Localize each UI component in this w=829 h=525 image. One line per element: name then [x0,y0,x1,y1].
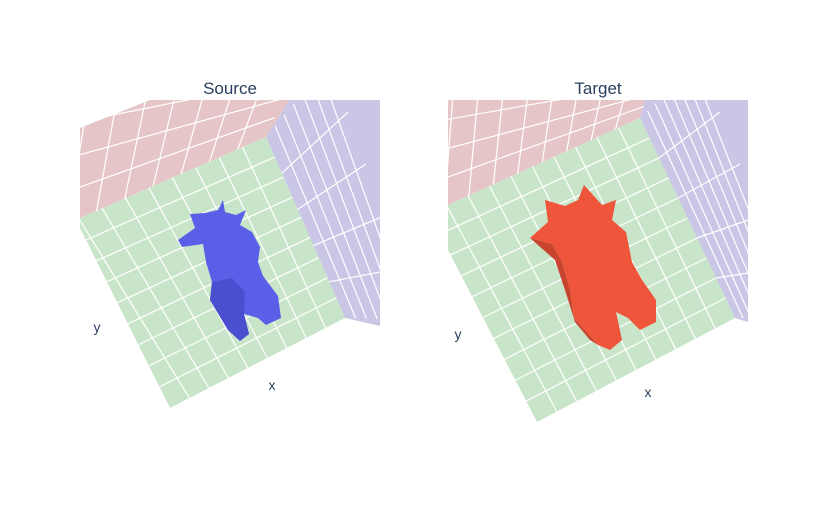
grid-line [715,267,748,279]
scene: Source y x [80,79,380,408]
grid-line [297,163,367,210]
mesh [530,185,656,350]
x-axis-label: x [645,384,652,400]
grid-line [492,100,508,185]
grid-line [684,100,748,320]
grid-line [218,156,307,339]
grid-line [448,100,653,124]
grid-line [156,297,337,389]
grid-line [148,187,249,369]
grid-line [124,197,229,379]
grid-line [614,100,636,130]
grid-line [448,100,457,207]
grid-line [590,100,610,141]
grid-line [302,100,380,320]
grid-line [691,100,748,320]
grid-line [105,216,302,309]
grid-line [541,100,559,163]
grid-line [80,217,190,399]
panel-title: Source [203,79,257,98]
x-axis-label: x [269,377,276,393]
grid-line [80,100,292,128]
grid-line [329,267,380,283]
grid-line [428,72,656,92]
grid-line [274,125,357,319]
panel-title: Target [574,79,622,98]
grid-line [566,100,584,152]
grid-line [311,100,380,320]
grid-line [281,111,349,174]
mesh [178,200,281,341]
grid-line [676,100,748,320]
grid-line [80,156,276,249]
y-axis-label: y [455,326,462,342]
grid-line [313,215,380,247]
grid-line [654,103,748,319]
grid-line [320,100,380,320]
grid-line [468,100,482,196]
grid-line [448,105,645,187]
grid-line [646,110,744,319]
grid-line [661,100,748,319]
y-axis-label: y [94,319,101,335]
grid-line [101,207,210,389]
grid-line [517,100,533,174]
grid-line [80,100,284,164]
grid-line [525,297,726,402]
grid-line [242,146,327,329]
mesh-shade [210,278,249,341]
grid-line [448,137,650,237]
grid-line [292,103,378,320]
scene: Target y x [428,72,748,422]
grid-line [80,117,275,201]
grid-line [80,176,284,269]
grid-line [669,100,748,320]
xz-wall [448,100,645,205]
grid-line [283,114,367,319]
grid-line [80,100,91,224]
grid-line [448,100,649,156]
